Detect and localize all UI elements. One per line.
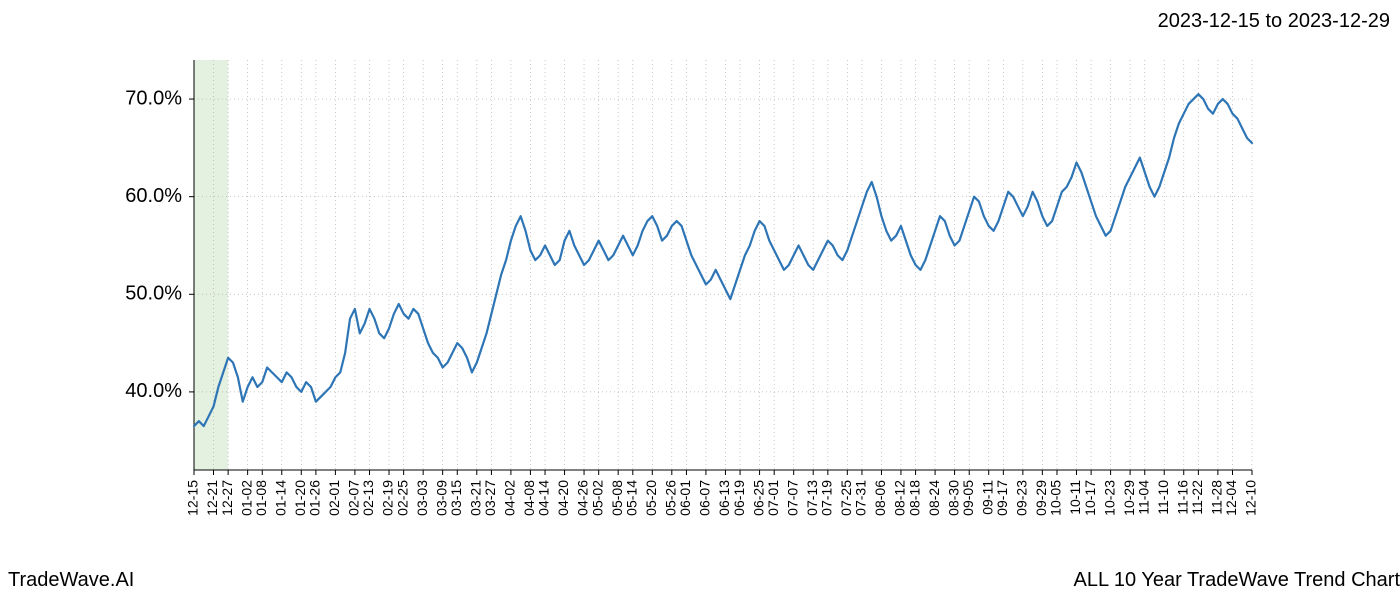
x-tick-label: 11-22 xyxy=(1189,480,1205,515)
x-tick-label: 05-14 xyxy=(624,480,640,516)
x-tick-label: 06-19 xyxy=(731,480,747,516)
chart-container: 2023-12-15 to 2023-12-29 40.0%50.0%60.0%… xyxy=(0,0,1400,600)
x-tick-label: 01-08 xyxy=(253,480,269,516)
x-tick-label: 04-02 xyxy=(502,480,518,516)
x-tick-label: 06-13 xyxy=(716,480,732,516)
x-tick-label: 09-23 xyxy=(1014,480,1030,516)
brand-label: TradeWave.AI xyxy=(8,569,134,592)
x-tick-label: 12-21 xyxy=(204,480,220,516)
x-tick-label: 03-21 xyxy=(467,480,483,516)
x-tick-label: 03-03 xyxy=(414,480,430,516)
x-tick-label: 11-10 xyxy=(1155,480,1171,515)
x-tick-label: 07-01 xyxy=(765,480,781,516)
x-tick-label: 09-11 xyxy=(979,480,995,515)
x-tick-label: 07-31 xyxy=(853,480,869,516)
x-tick-label: 04-14 xyxy=(536,480,552,516)
x-tick-label: 12-27 xyxy=(219,480,235,516)
x-tick-label: 11-04 xyxy=(1135,480,1151,515)
x-tick-label: 02-25 xyxy=(394,480,410,516)
trend-chart: 40.0% 50.0% 60.0% 70.0% 12-1512-2112-2701-02… xyxy=(0,0,1400,600)
x-tick-label: 12-04 xyxy=(1223,480,1239,516)
chart-title-label: ALL 10 Year TradeWave Trend Chart xyxy=(1074,569,1400,592)
x-tick-label: 03-09 xyxy=(433,480,449,516)
y-tick-label: 50.0% xyxy=(125,283,182,305)
x-tick-label: 01-02 xyxy=(238,480,254,516)
x-tick-label: 08-18 xyxy=(906,480,922,516)
x-tick-label: 09-05 xyxy=(960,480,976,516)
x-tick-label: 07-25 xyxy=(838,480,854,516)
x-tick-label: 02-07 xyxy=(346,480,362,516)
y-tick-label: 70.0% xyxy=(125,87,182,109)
x-tick-label: 10-11 xyxy=(1067,480,1083,515)
x-tick-label: 06-25 xyxy=(750,480,766,516)
x-tick-label: 04-08 xyxy=(521,480,537,516)
x-tick-label: 10-17 xyxy=(1082,480,1098,516)
x-tick-label: 12-10 xyxy=(1243,480,1259,516)
x-tick-label: 06-01 xyxy=(677,480,693,516)
x-tick-label: 08-12 xyxy=(892,480,908,516)
x-tick-label: 05-26 xyxy=(663,480,679,516)
y-tick-label: 60.0% xyxy=(125,185,182,207)
x-tick-label: 03-15 xyxy=(448,480,464,516)
x-tick-label: 05-20 xyxy=(643,480,659,516)
x-tick-label: 02-13 xyxy=(360,480,376,516)
x-tick-label: 08-30 xyxy=(945,480,961,516)
x-tick-label: 01-14 xyxy=(272,480,288,516)
x-tick-label: 08-06 xyxy=(872,480,888,516)
trend-line xyxy=(194,94,1252,426)
x-tick-label: 05-02 xyxy=(589,480,605,516)
y-tick-label: 40.0% xyxy=(125,380,182,402)
x-tick-label: 04-20 xyxy=(555,480,571,516)
x-tick-label: 09-17 xyxy=(994,480,1010,516)
x-tick-label: 02-01 xyxy=(326,480,342,516)
x-tick-label: 01-26 xyxy=(307,480,323,516)
x-tick-label: 11-28 xyxy=(1209,480,1225,515)
x-tick-label: 07-07 xyxy=(784,480,800,516)
x-tick-label: 08-24 xyxy=(926,480,942,516)
x-tick-label: 12-15 xyxy=(185,480,201,516)
x-tick-label: 09-29 xyxy=(1033,480,1049,516)
x-tick-label: 07-19 xyxy=(819,480,835,516)
x-tick-label: 02-19 xyxy=(380,480,396,516)
x-tick-label: 03-27 xyxy=(482,480,498,516)
x-tick-label: 01-20 xyxy=(292,480,308,516)
x-tick-label: 06-07 xyxy=(697,480,713,516)
x-tick-label: 10-29 xyxy=(1121,480,1137,516)
x-tick-label: 05-08 xyxy=(609,480,625,516)
x-tick-label: 10-05 xyxy=(1048,480,1064,516)
highlight-band xyxy=(194,60,228,470)
x-tick-label: 07-13 xyxy=(804,480,820,516)
x-tick-label: 04-26 xyxy=(575,480,591,516)
x-tick-label: 11-16 xyxy=(1174,480,1190,515)
x-tick-label: 10-23 xyxy=(1101,480,1117,516)
